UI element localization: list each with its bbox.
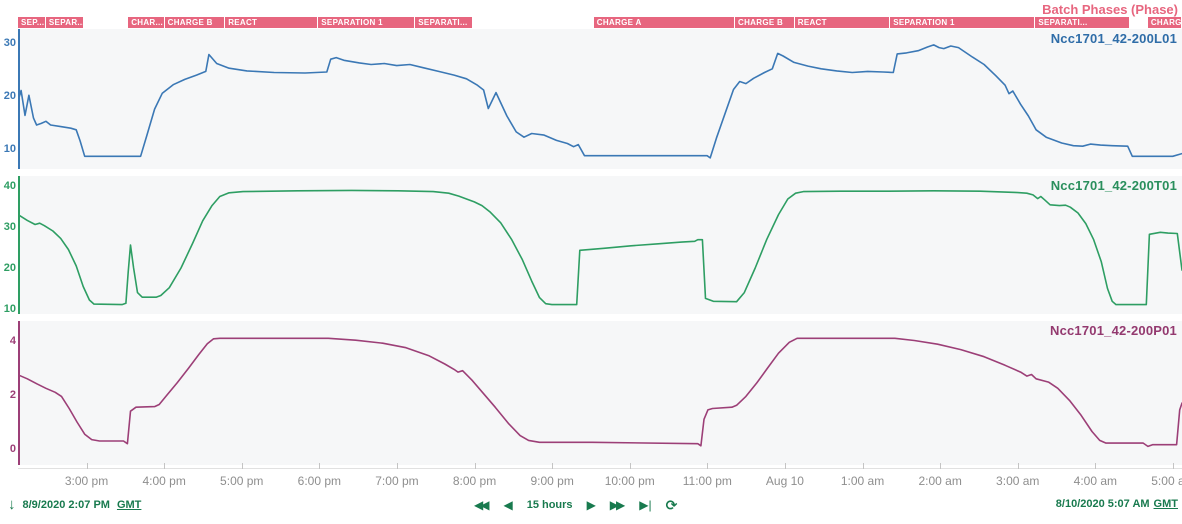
- y-axis-tick-label: 30: [3, 220, 16, 233]
- range-start-timestamp: 8/9/2020 2:07 PM: [22, 499, 110, 511]
- phase-segment[interactable]: SEPARATION 1: [318, 17, 415, 28]
- x-axis-tick: [241, 463, 243, 469]
- x-axis-tick: [1172, 463, 1174, 469]
- x-axis-label: 3:00 am: [996, 474, 1040, 488]
- phase-segment-label: CHAR...: [131, 18, 164, 27]
- x-axis-tick: [1095, 463, 1097, 469]
- phase-segment[interactable]: SEP...: [18, 17, 45, 28]
- phase-segment-label: CHARGE B: [167, 18, 213, 27]
- end-timezone-link[interactable]: GMT: [1153, 498, 1178, 510]
- x-axis-tick: [319, 463, 321, 469]
- phase-segment-label: REACT: [228, 18, 258, 27]
- y-axis-tick-label: 0: [9, 443, 16, 456]
- x-axis-label: Aug 10: [765, 474, 804, 488]
- x-axis-label: 4:00 pm: [142, 474, 186, 488]
- time-axis-line: [18, 468, 1182, 469]
- x-axis-tick: [86, 463, 88, 469]
- phase-segment[interactable]: SEPAR...: [45, 17, 83, 28]
- phase-segment-label: CHARGE B: [738, 18, 784, 27]
- phase-segment-label: REACT: [797, 18, 827, 27]
- trend-plot-temperature[interactable]: [18, 176, 1182, 314]
- time-range-duration[interactable]: 15 hours: [526, 499, 573, 511]
- bottom-toolbar: ↓ 8/9/2020 2:07 PM GMT ◀◀ ◀ 15 hours ▶ ▶…: [0, 494, 1182, 522]
- x-axis-tick: [862, 463, 864, 469]
- phase-segment[interactable]: CHARGE B: [164, 17, 225, 28]
- phase-segment[interactable]: CHAR...: [128, 17, 164, 28]
- jump-to-latest-icon[interactable]: ▶|: [639, 498, 652, 512]
- phase-segment[interactable]: SEPARATI...: [1035, 17, 1129, 28]
- phase-segment[interactable]: REACT: [794, 17, 890, 28]
- x-axis-label: 6:00 pm: [297, 474, 342, 488]
- trend-lane-pressure: Ncc1701_42-200P01 0 2 4: [10, 321, 1182, 465]
- phase-segment[interactable]: SEPARATI...: [415, 17, 472, 28]
- phase-segment-label: CHARGE: [1150, 18, 1181, 27]
- phase-segment-label: CHARGE A: [596, 18, 642, 27]
- phase-segment-label: SEPARATION 1: [893, 18, 955, 27]
- phase-segment-label: SEPARATI...: [1038, 18, 1088, 27]
- phase-segment[interactable]: CHARGE B: [735, 17, 794, 28]
- phase-segment[interactable]: SEPARATION 1: [890, 17, 1035, 28]
- x-axis-tick: [707, 463, 709, 469]
- pan-back-full-icon[interactable]: ◀◀: [474, 498, 490, 512]
- phase-segment-label: SEPAR...: [48, 18, 83, 27]
- phase-segment[interactable]: CHARGE: [1147, 17, 1181, 28]
- x-axis-tick: [784, 463, 786, 469]
- x-axis-label: 4:00 am: [1073, 474, 1118, 488]
- signal-label-200L01[interactable]: Ncc1701_42-200L01: [1050, 31, 1177, 46]
- x-axis-label: 7:00 pm: [375, 474, 419, 488]
- y-axis-tick-label: 10: [3, 303, 16, 316]
- x-axis-tick: [552, 463, 554, 469]
- batch-phases-bar: SEP... SEPAR... CHAR... CHARGE B REACT SEPARA…: [0, 17, 1182, 28]
- x-axis-label: 1:00 am: [840, 474, 885, 488]
- signal-label-200P01[interactable]: Ncc1701_42-200P01: [1049, 323, 1177, 338]
- trend-plot-pressure[interactable]: [18, 321, 1182, 465]
- x-axis-label: 2:00 am: [918, 474, 962, 488]
- phase-segment[interactable]: REACT: [225, 17, 318, 28]
- x-axis-label: 5:00 am: [1151, 474, 1182, 488]
- signal-label-200T01[interactable]: Ncc1701_42-200T01: [1050, 178, 1177, 193]
- pan-forward-step-icon[interactable]: ▶: [586, 498, 596, 512]
- start-timezone-link[interactable]: GMT: [116, 499, 142, 511]
- trend-lane-temperature: Ncc1701_42-200T01 10 20 30 40: [4, 176, 1182, 315]
- x-axis-tick: [396, 463, 398, 469]
- x-axis-label: 3:00 pm: [64, 474, 109, 488]
- refresh-icon[interactable]: ⟳: [665, 497, 678, 513]
- y-axis-tick-label: 20: [3, 262, 16, 274]
- trend-plot-level[interactable]: [18, 29, 1182, 169]
- y-axis-tick-label: 4: [9, 334, 16, 347]
- x-axis-tick: [940, 463, 942, 469]
- x-axis-label: 9:00 pm: [530, 474, 574, 488]
- batch-phases-title[interactable]: Batch Phases (Phase): [1042, 2, 1178, 17]
- pan-forward-full-icon[interactable]: ▶▶: [609, 498, 626, 512]
- y-axis-tick-label: 40: [3, 179, 16, 192]
- x-axis-label: 11:00 pm: [682, 474, 732, 488]
- y-axis-tick-label: 30: [3, 36, 16, 49]
- phase-segment-label: SEP...: [21, 18, 45, 27]
- phase-segment-label: SEPARATI...: [418, 18, 468, 27]
- x-axis-label: 5:00 pm: [220, 474, 264, 488]
- x-axis-tick: [1017, 463, 1019, 469]
- y-axis-tick-label: 20: [3, 89, 16, 102]
- trend-lane-level: Ncc1701_42-200L01 10 20 30: [4, 29, 1182, 169]
- time-axis[interactable]: 3:00 pm 4:00 pm 5:00 pm 6:00 pm 7:00 pm 8:00 …: [0, 463, 1182, 493]
- export-download-icon[interactable]: ↓: [8, 496, 16, 513]
- x-axis-tick: [629, 463, 631, 469]
- phase-segment[interactable]: CHARGE A: [593, 17, 734, 28]
- x-axis-tick: [474, 463, 476, 469]
- y-axis-tick-label: 10: [3, 142, 16, 155]
- phase-segment-label: SEPARATION 1: [321, 18, 383, 27]
- x-axis-label: 10:00 pm: [604, 474, 655, 488]
- pan-back-step-icon[interactable]: ◀: [503, 498, 513, 512]
- y-axis-tick-label: 2: [9, 389, 16, 402]
- x-axis-tick: [164, 463, 166, 469]
- range-end-timestamp: 8/10/2020 5:07 AM: [1055, 498, 1150, 510]
- x-axis-label: 8:00 pm: [452, 474, 497, 488]
